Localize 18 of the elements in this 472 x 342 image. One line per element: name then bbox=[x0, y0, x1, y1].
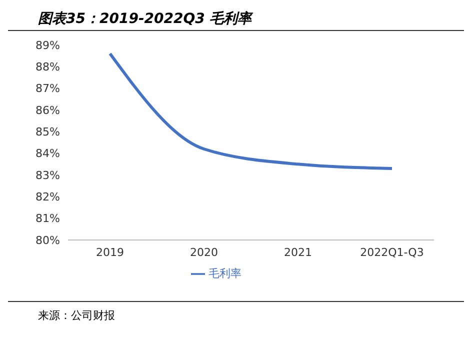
legend-label: 毛利率 bbox=[208, 267, 242, 280]
y-tick-label: 83% bbox=[36, 168, 60, 182]
line-series bbox=[108, 52, 394, 170]
y-tick-label: 89% bbox=[36, 38, 60, 52]
y-tick-label: 85% bbox=[36, 126, 60, 139]
x-tick-label: 2021 bbox=[284, 246, 312, 259]
y-tick-label: 81% bbox=[36, 212, 60, 226]
y-tick-label: 86% bbox=[36, 104, 60, 117]
y-tick-label: 88% bbox=[36, 60, 60, 74]
source-note: 来源：公司财报 bbox=[38, 308, 116, 323]
x-tick-label: 2019 bbox=[96, 246, 124, 259]
x-tick-label: 2022Q1-Q3 bbox=[360, 246, 424, 259]
x-tick-label: 2020 bbox=[190, 246, 218, 259]
y-tick-label: 87% bbox=[36, 82, 60, 96]
y-tick-label: 82% bbox=[36, 190, 60, 204]
y-tick-label: 84% bbox=[36, 147, 60, 160]
chart-title: 图表35：2019-2022Q3 毛利率 bbox=[8, 8, 464, 31]
y-tick-label: 80% bbox=[36, 234, 60, 247]
